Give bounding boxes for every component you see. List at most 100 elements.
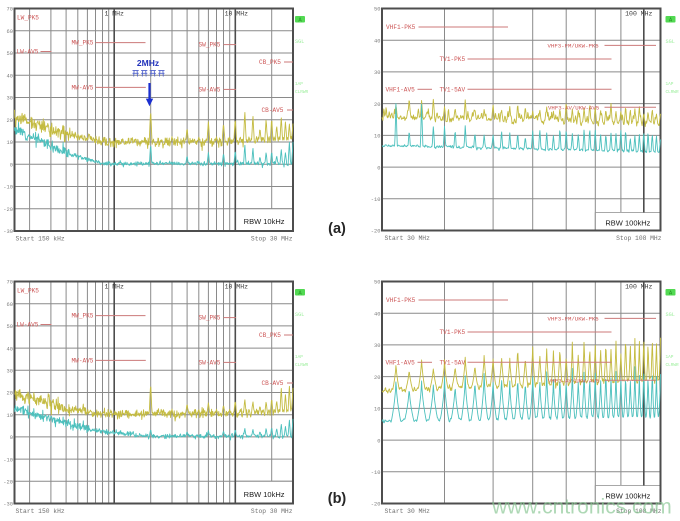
svg-text:50: 50	[7, 51, 13, 57]
svg-text:TV1-5AV: TV1-5AV	[440, 359, 466, 366]
svg-text:TV1-5AV: TV1-5AV	[440, 86, 466, 93]
svg-text:30: 30	[7, 369, 13, 375]
svg-text:0: 0	[377, 438, 380, 444]
svg-text:VHF3-FM/UKW-PK5: VHF3-FM/UKW-PK5	[548, 42, 600, 49]
svg-text:20: 20	[7, 391, 13, 397]
svg-text:-30: -30	[3, 502, 13, 508]
svg-text:A: A	[669, 290, 673, 296]
svg-text:-20: -20	[3, 480, 13, 486]
svg-text:100 MHz: 100 MHz	[625, 11, 652, 18]
svg-text:40: 40	[7, 74, 13, 80]
svg-text:SGL: SGL	[666, 312, 675, 318]
svg-text:Stop 30 MHz: Stop 30 MHz	[251, 236, 293, 243]
svg-text:RBW 100kHz: RBW 100kHz	[605, 219, 650, 228]
svg-text:60: 60	[7, 29, 13, 35]
svg-text:MW_PK5: MW_PK5	[72, 313, 94, 320]
svg-text:1AP: 1AP	[295, 82, 303, 87]
svg-text:-10: -10	[371, 470, 381, 476]
svg-text:TV1-PK5: TV1-PK5	[440, 56, 466, 63]
svg-text:LW_PK5: LW_PK5	[17, 15, 39, 22]
svg-text:VHF3-AV/UKW-AV5: VHF3-AV/UKW-AV5	[548, 377, 600, 384]
svg-text:-20: -20	[371, 502, 381, 508]
svg-text:10 MHz: 10 MHz	[225, 284, 249, 291]
svg-text:10 MHz: 10 MHz	[225, 11, 249, 18]
svg-text:SW-AV5: SW-AV5	[199, 86, 221, 93]
svg-text:-10: -10	[371, 197, 381, 203]
svg-text:20: 20	[7, 118, 13, 124]
svg-text:LW_PK5: LW_PK5	[17, 288, 39, 295]
svg-text:-10: -10	[3, 185, 13, 191]
svg-text:VHF1-PK5: VHF1-PK5	[386, 297, 416, 304]
svg-text:1AP: 1AP	[666, 355, 674, 360]
svg-text:40: 40	[374, 38, 380, 44]
svg-text:CLRWR: CLRWR	[666, 90, 680, 95]
svg-text:LW-AV5: LW-AV5	[17, 49, 39, 56]
svg-text:20: 20	[374, 375, 380, 381]
svg-text:50: 50	[374, 280, 380, 286]
svg-text:Start 30 MHz: Start 30 MHz	[385, 508, 431, 515]
svg-text:MW_PK5: MW_PK5	[72, 40, 94, 47]
svg-text:10: 10	[7, 413, 13, 419]
svg-text:60: 60	[7, 302, 13, 308]
svg-text:(a): (a)	[328, 221, 346, 237]
svg-text:50: 50	[7, 324, 13, 330]
svg-text:(b): (b)	[328, 491, 347, 507]
svg-text:1AP: 1AP	[295, 355, 303, 360]
svg-text:-30: -30	[3, 229, 13, 235]
svg-text:1 MHz: 1 MHz	[104, 284, 124, 291]
svg-text:40: 40	[7, 346, 13, 352]
svg-text:Stop 30 MHz: Stop 30 MHz	[251, 508, 293, 515]
svg-text:100 MHz: 100 MHz	[625, 284, 652, 291]
svg-text:SW_PK5: SW_PK5	[199, 42, 221, 49]
svg-text:10: 10	[374, 407, 380, 413]
svg-text:0: 0	[10, 162, 13, 168]
svg-text:0: 0	[10, 435, 13, 441]
svg-text:SW_PK5: SW_PK5	[199, 315, 221, 322]
svg-text:Stop 108 MHz: Stop 108 MHz	[616, 235, 662, 242]
svg-text:RBW 100kHz: RBW 100kHz	[605, 492, 650, 501]
svg-text:70: 70	[7, 7, 13, 13]
svg-text:SGL: SGL	[295, 39, 304, 45]
svg-text:VHF1-AV5: VHF1-AV5	[386, 359, 416, 366]
svg-text:10: 10	[374, 134, 380, 140]
svg-text:TV1-PK5: TV1-PK5	[440, 329, 466, 336]
svg-text:SW-AV5: SW-AV5	[199, 359, 221, 366]
svg-text:10: 10	[7, 140, 13, 146]
svg-text:Start 150 kHz: Start 150 kHz	[16, 508, 65, 515]
svg-text:VHF3-FM/UKW-PK5: VHF3-FM/UKW-PK5	[548, 315, 600, 322]
svg-text:CLRWR: CLRWR	[295, 363, 309, 368]
svg-text:1 MHz: 1 MHz	[104, 11, 124, 18]
svg-text:CB_PK5: CB_PK5	[259, 59, 281, 66]
svg-text:20: 20	[374, 102, 380, 108]
svg-text:30: 30	[7, 96, 13, 102]
svg-text:30: 30	[374, 343, 380, 349]
svg-text:SGL: SGL	[295, 312, 304, 318]
svg-text:Start 150 kHz: Start 150 kHz	[16, 236, 65, 243]
svg-text:Stop 108 MHz: Stop 108 MHz	[616, 508, 662, 515]
svg-text:SGL: SGL	[666, 39, 675, 45]
svg-text:www.cntronics.com: www.cntronics.com	[491, 496, 672, 519]
svg-text:CLRWR: CLRWR	[295, 90, 309, 95]
svg-text:VHF1-AV5: VHF1-AV5	[386, 86, 416, 93]
svg-text:VHF1-PK5: VHF1-PK5	[386, 24, 416, 31]
svg-text:A: A	[669, 17, 673, 23]
svg-text:2MHz: 2MHz	[137, 58, 159, 68]
svg-text:RBW 10kHz: RBW 10kHz	[244, 217, 285, 226]
svg-text:70: 70	[7, 280, 13, 286]
svg-text:CB-AV5: CB-AV5	[262, 107, 284, 114]
svg-text:VHF3-AV/UKW-AV5: VHF3-AV/UKW-AV5	[548, 104, 600, 111]
svg-text:MW-AV5: MW-AV5	[72, 357, 94, 364]
svg-text:A: A	[298, 290, 302, 296]
svg-text:-20: -20	[3, 207, 13, 213]
svg-text:CLRWR: CLRWR	[666, 363, 680, 368]
svg-text:RBW 10kHz: RBW 10kHz	[244, 490, 285, 499]
svg-text:30: 30	[374, 70, 380, 76]
svg-text:40: 40	[374, 311, 380, 317]
svg-text:LW-AV5: LW-AV5	[17, 322, 39, 329]
svg-text:50: 50	[374, 7, 380, 13]
svg-text:CB_PK5: CB_PK5	[259, 332, 281, 339]
svg-text:-10: -10	[3, 457, 13, 463]
svg-text:MW-AV5: MW-AV5	[72, 84, 94, 91]
svg-text:-20: -20	[371, 229, 381, 235]
svg-text:CB-AV5: CB-AV5	[262, 380, 284, 387]
